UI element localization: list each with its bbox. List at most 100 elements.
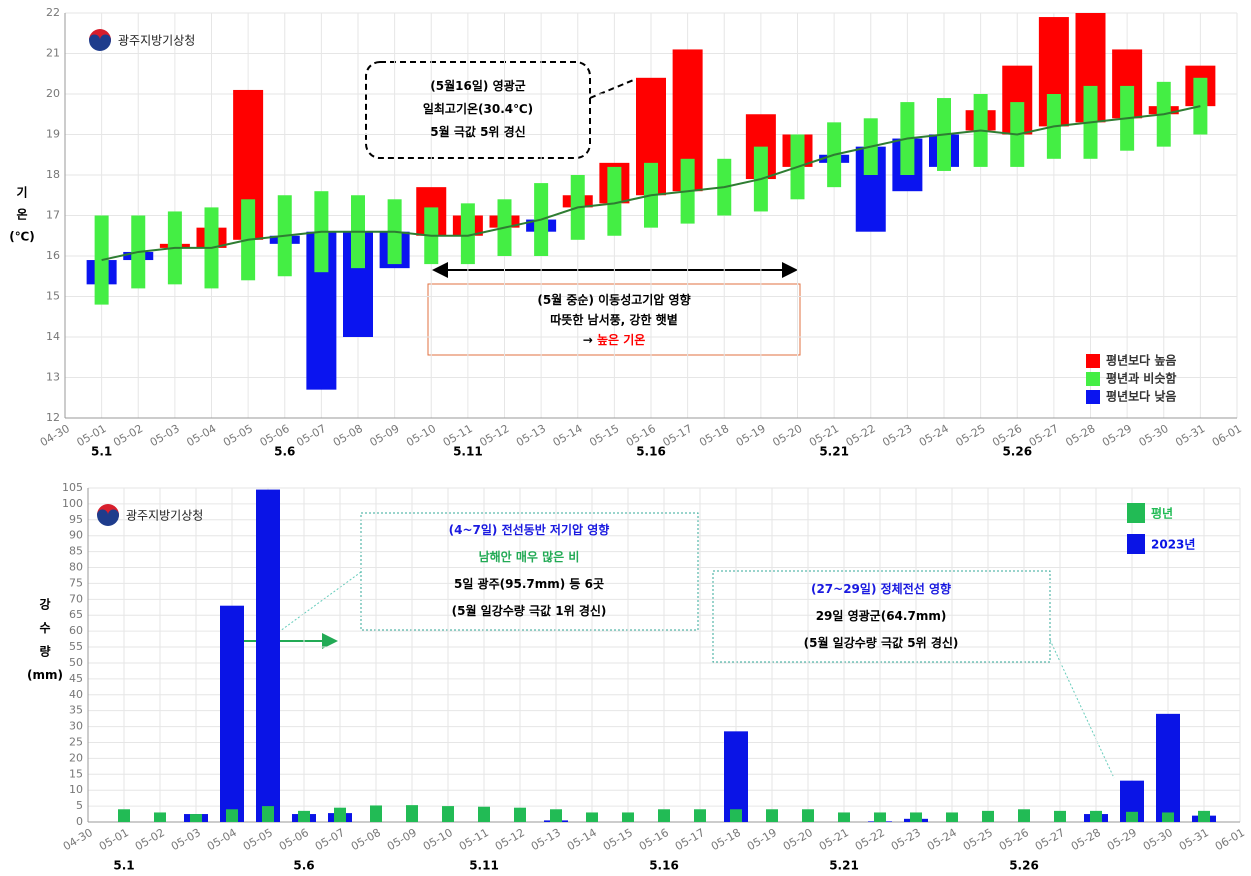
annotation-text: (5월16일) 영광군 — [430, 78, 525, 93]
annotation-text: 5월 극값 5위 경신 — [430, 124, 525, 139]
x-tick-label: 05-30 — [1137, 422, 1171, 449]
y-tick-label: 15 — [46, 290, 60, 303]
x-tick-label: 05-04 — [184, 422, 218, 449]
period-label: 5.6 — [293, 859, 314, 873]
bar — [550, 809, 562, 822]
x-tick-label: 05-14 — [551, 422, 585, 449]
x-tick-label: 05-25 — [961, 826, 995, 853]
legend-swatch — [1127, 503, 1145, 523]
annotation-text: 일최고기온(30.4℃) — [423, 101, 533, 116]
bar — [514, 807, 526, 822]
y-axis-label: 량 — [39, 645, 50, 659]
callout-pointer — [589, 78, 637, 99]
x-tick-label: 05-10 — [421, 826, 455, 853]
x-tick-label: 05-22 — [853, 826, 887, 853]
bar — [154, 812, 166, 822]
bar — [1126, 811, 1138, 822]
y-tick-label: 10 — [69, 783, 83, 796]
y-tick-label: 70 — [69, 592, 83, 605]
annotation-line: → 높은 기온 — [583, 332, 646, 347]
legend-label: 평년과 비슷함 — [1106, 371, 1176, 386]
bar — [838, 812, 850, 822]
y-axis-label: 수 — [39, 621, 50, 635]
period-label: 5.21 — [829, 859, 859, 873]
period-label: 5.16 — [649, 859, 679, 873]
annotation-text: 5일 광주(95.7mm) 등 6곳 — [454, 576, 604, 591]
x-tick-label: 05-15 — [587, 422, 621, 449]
x-tick-label: 05-24 — [917, 422, 951, 449]
callout-pointer — [275, 571, 362, 635]
annotation-line: (5월 중순) 이동성고기압 영향 — [537, 292, 690, 307]
annotation-line: (5월 일강수량 극값 1위 경신) — [452, 603, 607, 618]
legend-swatch — [1086, 354, 1100, 368]
y-tick-label: 105 — [62, 481, 83, 494]
logo-text: 광주지방기상청 — [126, 509, 203, 523]
y-tick-label: 100 — [62, 497, 83, 510]
period-label: 5.16 — [636, 445, 666, 459]
x-tick-label: 05-03 — [148, 422, 182, 449]
x-tick-label: 04-30 — [61, 826, 95, 853]
annotation-text: 남해안 매우 많은 비 — [479, 549, 580, 564]
bar — [1162, 812, 1174, 822]
x-tick-label: 05-08 — [349, 826, 383, 853]
x-tick-label: 05-03 — [169, 826, 203, 853]
annotation-text: (27~29일) 정체전선 영향 — [811, 581, 951, 596]
y-tick-label: 40 — [69, 688, 83, 701]
legend-swatch — [1086, 372, 1100, 386]
normal-mean-line — [101, 105, 1201, 262]
logo-text: 광주지방기상청 — [118, 34, 195, 48]
x-tick-label: 05-23 — [880, 422, 914, 449]
bar — [442, 806, 454, 822]
bar — [226, 809, 238, 822]
x-tick-label: 05-20 — [781, 826, 815, 853]
x-tick-label: 05-04 — [205, 826, 239, 853]
annotation-line: 5월 극값 5위 경신 — [430, 124, 525, 139]
x-tick-label: 05-24 — [925, 826, 959, 853]
x-tick-label: 05-06 — [277, 826, 311, 853]
x-tick-label: 04-30 — [38, 422, 72, 449]
period-label: 5.21 — [819, 445, 849, 459]
y-tick-label: 21 — [46, 47, 60, 60]
annotation-text: (4~7일) 전선동반 저기압 영향 — [449, 522, 610, 537]
x-tick-label: 05-29 — [1105, 826, 1139, 853]
bar — [802, 809, 814, 822]
normal-range-bar — [460, 203, 475, 265]
bar — [1198, 810, 1210, 822]
y-tick-label: 95 — [69, 513, 83, 526]
legend-swatch — [1127, 534, 1145, 554]
period-label: 5.11 — [469, 859, 499, 873]
y-tick-label: 60 — [69, 624, 83, 637]
x-tick-label: 05-20 — [770, 422, 804, 449]
y-tick-label: 20 — [46, 87, 60, 100]
x-tick-label: 05-31 — [1177, 826, 1211, 853]
bar — [622, 812, 634, 822]
bar — [730, 809, 742, 822]
x-tick-label: 05-19 — [745, 826, 779, 853]
bar — [658, 809, 670, 822]
period-label: 5.6 — [274, 445, 295, 459]
x-tick-label: 05-15 — [601, 826, 635, 853]
bar — [190, 814, 202, 822]
y-tick-label: 90 — [69, 529, 83, 542]
x-tick-label: 05-02 — [111, 422, 145, 449]
annotation-line: (4~7일) 전선동반 저기압 영향 — [449, 522, 610, 537]
bar — [406, 805, 418, 822]
annotation-line: 일최고기온(30.4℃) — [423, 101, 533, 116]
y-axis-label: 온 — [16, 207, 27, 222]
legend-label: 평년보다 낮음 — [1106, 389, 1176, 404]
y-tick-label: 25 — [69, 735, 83, 748]
x-tick-label: 05-13 — [514, 422, 548, 449]
y-tick-label: 45 — [69, 672, 83, 685]
x-tick-label: 05-05 — [241, 826, 275, 853]
annotation-text: (5월 일강수량 극값 1위 경신) — [452, 603, 607, 618]
logo-icon — [97, 509, 119, 526]
legend-swatch — [1086, 390, 1100, 404]
bar — [1054, 810, 1066, 822]
x-tick-label: 05-28 — [1063, 422, 1097, 449]
x-tick-label: 05-23 — [889, 826, 923, 853]
annotation-line: (5월16일) 영광군 — [430, 78, 525, 93]
annotation-line: 5일 광주(95.7mm) 등 6곳 — [454, 576, 604, 591]
x-tick-label: 05-27 — [1033, 826, 1067, 853]
x-tick-label: 05-07 — [313, 826, 347, 853]
